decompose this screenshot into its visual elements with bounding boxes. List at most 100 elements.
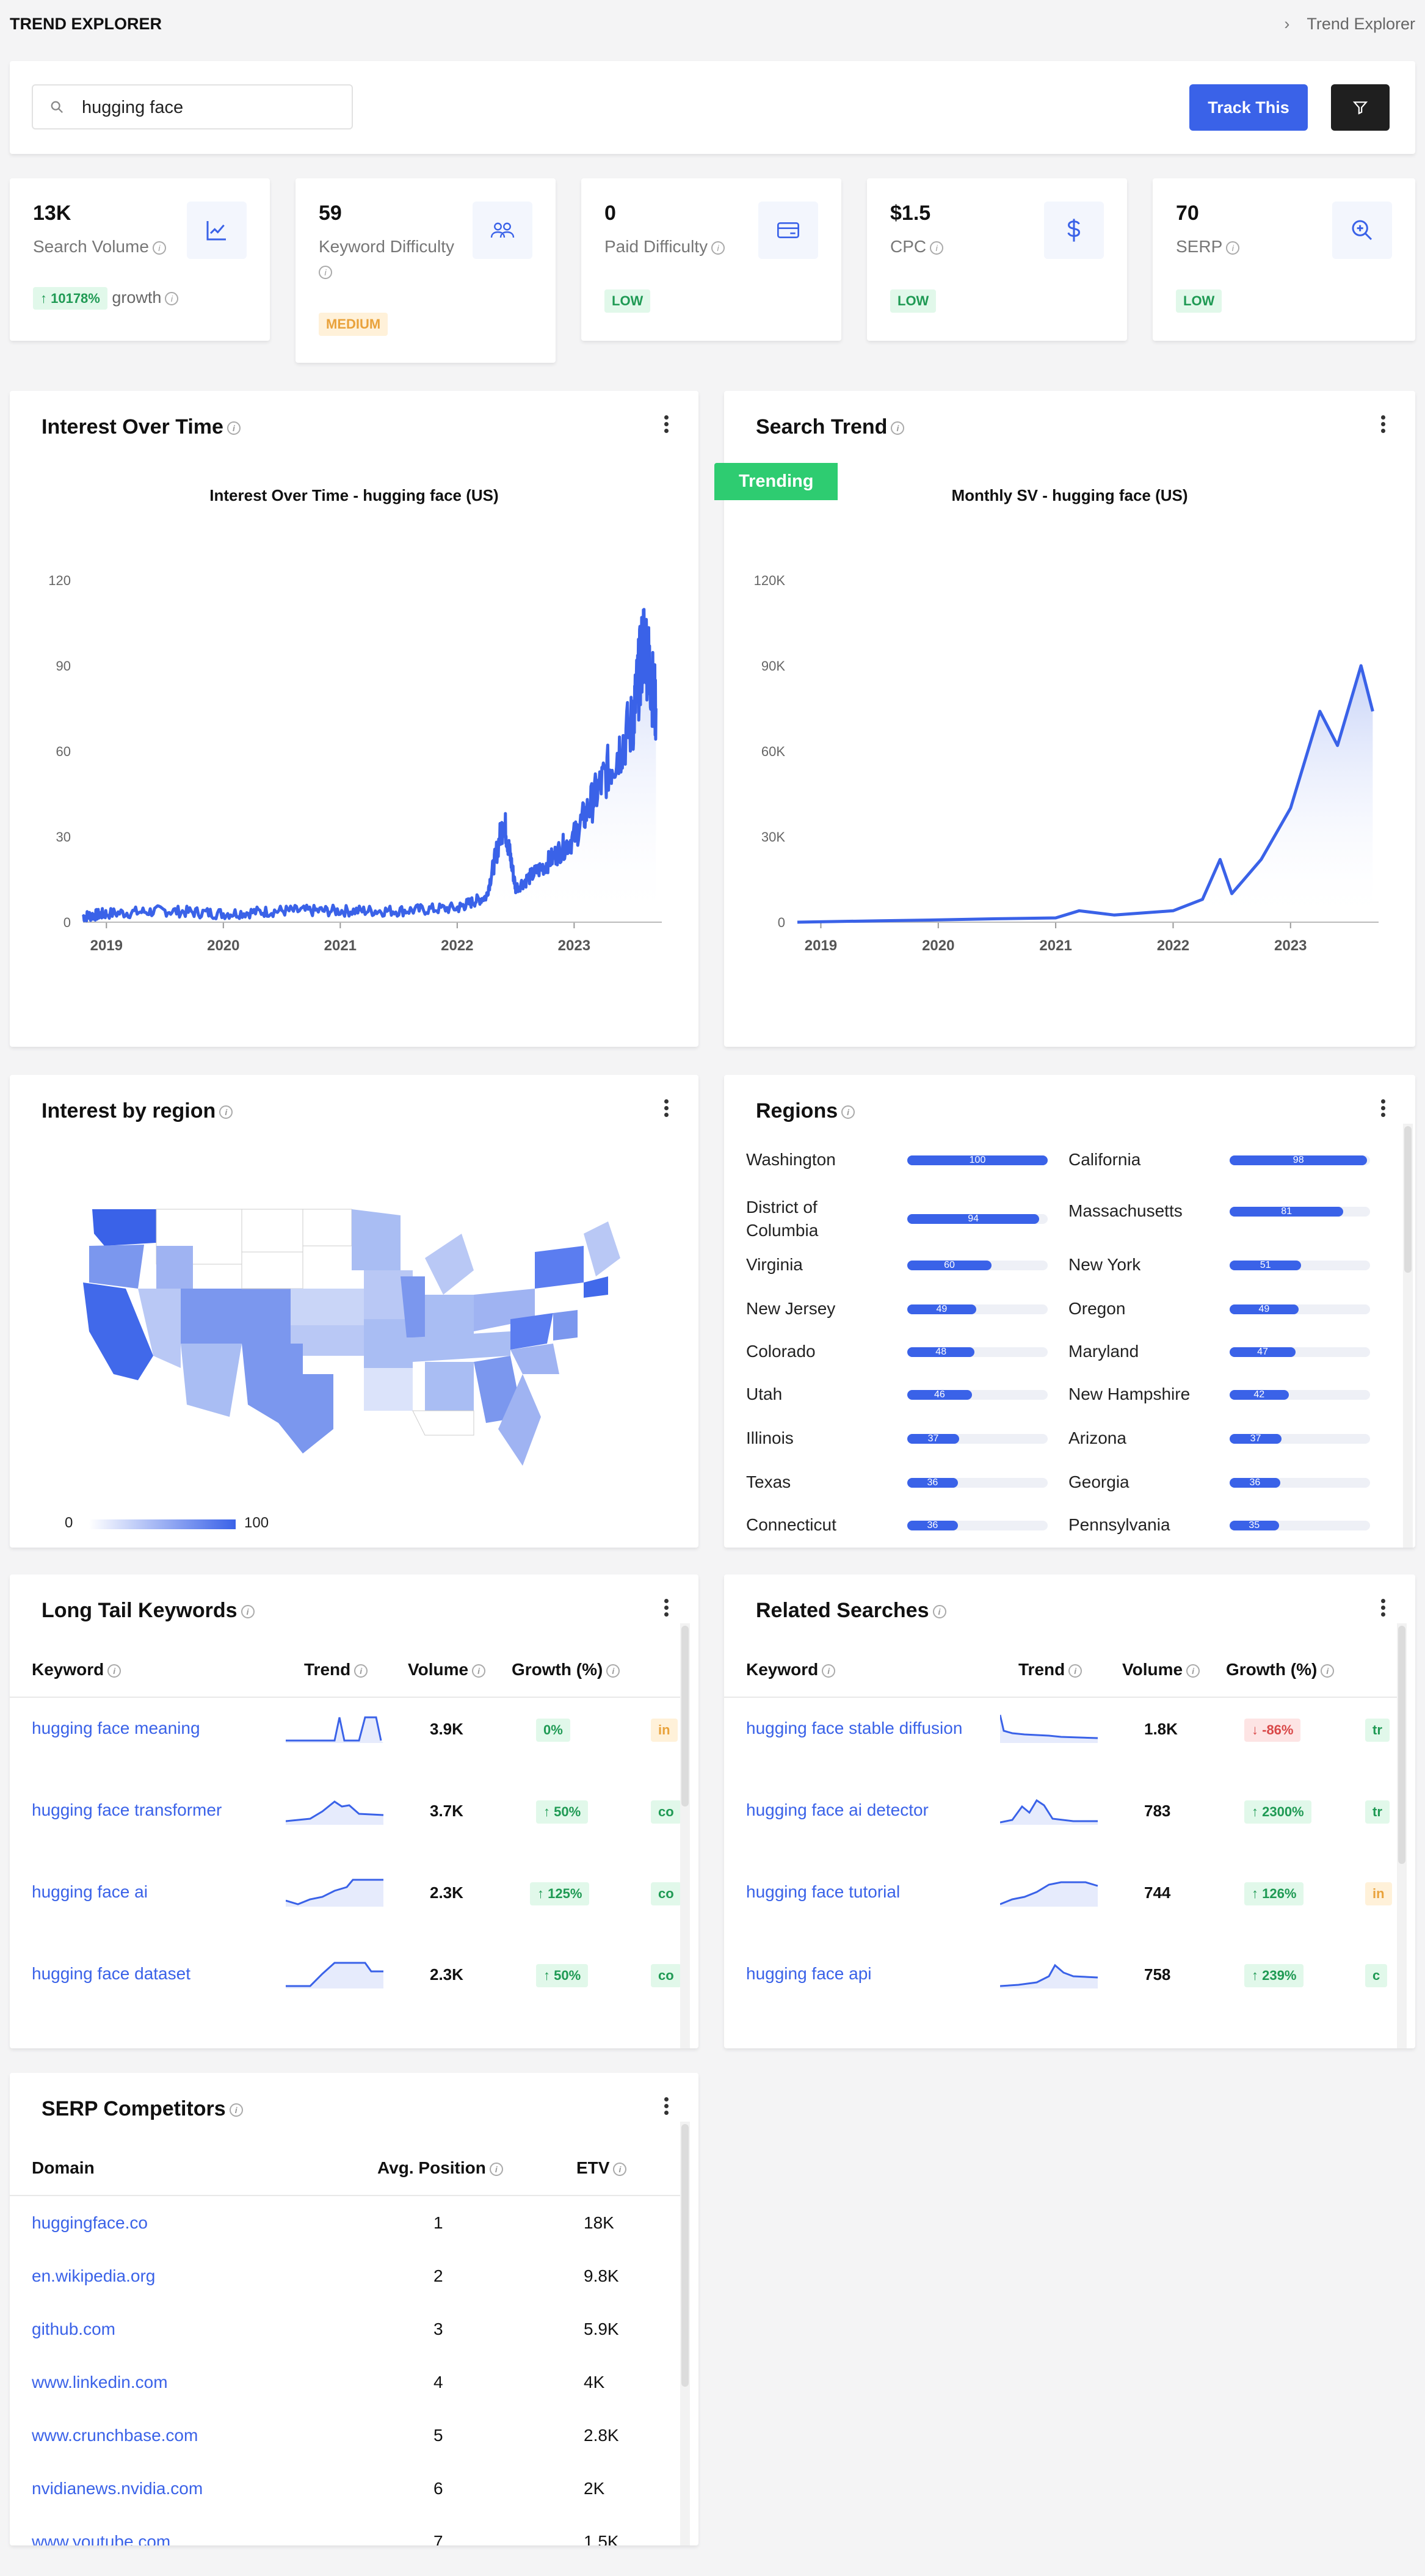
info-icon[interactable]: i xyxy=(229,2103,243,2117)
info-icon[interactable]: i xyxy=(489,2162,503,2176)
info-icon[interactable]: i xyxy=(822,1664,836,1678)
domain-link[interactable]: www.youtube.com xyxy=(32,2532,171,2545)
info-icon[interactable]: i xyxy=(930,241,944,255)
growth-badge: 0% xyxy=(536,1719,570,1742)
more-menu-icon[interactable] xyxy=(1381,415,1386,434)
info-icon[interactable]: i xyxy=(891,421,905,435)
breadcrumb[interactable]: › Trend Explorer xyxy=(1284,15,1415,34)
info-icon[interactable]: i xyxy=(241,1605,255,1619)
scrollbar-thumb[interactable] xyxy=(681,1626,689,1806)
us-choropleth-map[interactable] xyxy=(46,1197,657,1539)
col-trend[interactable]: Trend i xyxy=(1018,1660,1082,1679)
info-icon[interactable]: i xyxy=(472,1664,486,1678)
more-menu-icon[interactable] xyxy=(664,415,669,434)
info-icon[interactable]: i xyxy=(152,241,166,255)
info-icon[interactable]: i xyxy=(932,1605,946,1619)
col-growth[interactable]: Growth (%) i xyxy=(1226,1660,1335,1679)
stat-value: 59 xyxy=(319,202,342,225)
x-tick-label: 2021 xyxy=(1039,937,1071,954)
domain-link[interactable]: huggingface.co xyxy=(32,2213,148,2232)
keyword-link[interactable]: hugging face tutorial xyxy=(746,1882,901,1901)
info-icon[interactable]: i xyxy=(841,1105,855,1119)
col-etv[interactable]: ETV i xyxy=(576,2158,627,2178)
keyword-link[interactable]: hugging face ai xyxy=(32,1882,148,1901)
dollar-icon xyxy=(1044,202,1104,259)
domain-link[interactable]: www.linkedin.com xyxy=(32,2373,168,2392)
region-name: New Hampshire xyxy=(1068,1384,1191,1403)
info-icon[interactable]: i xyxy=(219,1105,233,1119)
info-icon[interactable]: i xyxy=(354,1664,368,1678)
breadcrumb-item[interactable]: Trend Explorer xyxy=(1307,15,1415,33)
difficulty-badge: LOW xyxy=(604,289,651,313)
col-avg-position[interactable]: Avg. Position i xyxy=(377,2158,503,2178)
scrollbar-thumb[interactable] xyxy=(1404,1126,1412,1273)
more-menu-icon[interactable] xyxy=(1381,1099,1386,1118)
info-icon[interactable]: i xyxy=(1226,241,1240,255)
volume-value: 783 xyxy=(1144,1802,1171,1820)
track-this-button[interactable]: Track This xyxy=(1189,84,1308,131)
more-menu-icon[interactable] xyxy=(664,1099,669,1118)
stat-card-search-volume: 13K Search Volume i ↑ 10178% growth i xyxy=(10,178,270,341)
keyword-link[interactable]: hugging face api xyxy=(746,1964,872,1983)
info-icon[interactable]: i xyxy=(319,265,332,279)
more-menu-icon[interactable] xyxy=(664,1599,669,1617)
info-icon[interactable]: i xyxy=(1186,1664,1200,1678)
region-bar: 81 xyxy=(1230,1207,1370,1217)
info-icon[interactable]: i xyxy=(227,421,241,435)
info-icon[interactable]: i xyxy=(711,241,725,255)
col-trend[interactable]: Trend i xyxy=(304,1660,368,1679)
region-bar-value: 35 xyxy=(1230,1521,1279,1530)
domain-link[interactable]: www.crunchbase.com xyxy=(32,2426,198,2445)
info-icon[interactable]: i xyxy=(165,291,179,305)
info-icon[interactable]: i xyxy=(613,2162,627,2176)
info-icon[interactable]: i xyxy=(1068,1664,1082,1678)
filter-button[interactable] xyxy=(1331,84,1390,131)
more-menu-icon[interactable] xyxy=(664,2097,669,2116)
series-line xyxy=(81,608,658,923)
search-card: Track This xyxy=(10,61,1415,154)
region-bar-value: 37 xyxy=(907,1434,960,1444)
keyword-link[interactable]: hugging face ai detector xyxy=(746,1800,929,1819)
keyword-link[interactable]: hugging face transformer xyxy=(32,1800,222,1819)
col-keyword[interactable]: Keyword i xyxy=(32,1660,121,1679)
search-box[interactable] xyxy=(32,84,353,129)
domain-link[interactable]: nvidianews.nvidia.com xyxy=(32,2479,203,2498)
trend-sparkline xyxy=(1000,1714,1098,1743)
keyword-link[interactable]: hugging face dataset xyxy=(32,1964,190,1983)
region-bar-value: 81 xyxy=(1230,1207,1344,1217)
volume-value: 744 xyxy=(1144,1883,1171,1902)
info-icon[interactable]: i xyxy=(1321,1664,1335,1678)
scrollbar-thumb[interactable] xyxy=(681,2124,689,2387)
more-menu-icon[interactable] xyxy=(1381,1599,1386,1617)
y-tick-label: 0 xyxy=(778,915,785,930)
stat-label: CPC i xyxy=(890,235,1049,259)
x-tick-label: 2020 xyxy=(922,937,954,954)
search-input[interactable] xyxy=(82,94,338,121)
col-growth[interactable]: Growth (%) i xyxy=(512,1660,620,1679)
card-title: Search Trend i xyxy=(756,415,905,439)
col-domain[interactable]: Domain xyxy=(32,2158,95,2177)
keyword-link[interactable]: hugging face meaning xyxy=(32,1719,200,1737)
legend-max: 100 xyxy=(244,1515,269,1531)
serp-competitors-card: SERP Competitors i Domain Avg. Position i … xyxy=(10,2073,698,2545)
zoom-in-icon xyxy=(1332,202,1392,259)
region-bar: 60 xyxy=(907,1261,1048,1270)
volume-value: 3.7K xyxy=(430,1802,463,1820)
col-volume[interactable]: Volume i xyxy=(408,1660,486,1679)
col-volume[interactable]: Volume i xyxy=(1122,1660,1200,1679)
col-keyword[interactable]: Keyword i xyxy=(746,1660,836,1679)
region-name: Texas xyxy=(746,1472,791,1491)
info-icon[interactable]: i xyxy=(107,1664,121,1678)
domain-link[interactable]: github.com xyxy=(32,2319,115,2338)
info-icon[interactable]: i xyxy=(606,1664,620,1678)
domain-link[interactable]: en.wikipedia.org xyxy=(32,2266,156,2285)
intent-badge: in xyxy=(651,1719,678,1742)
trending-badge: Trending xyxy=(714,463,838,500)
filter-icon xyxy=(1352,101,1368,115)
region-bar-value: 94 xyxy=(907,1214,1040,1224)
trend-sparkline xyxy=(1000,1799,1098,1825)
avg-position: 2 xyxy=(433,2266,443,2285)
scrollbar-thumb[interactable] xyxy=(1398,1626,1405,1864)
keyword-link[interactable]: hugging face stable diffusion xyxy=(746,1719,963,1737)
card-title: Long Tail Keywords i xyxy=(42,1599,255,1623)
